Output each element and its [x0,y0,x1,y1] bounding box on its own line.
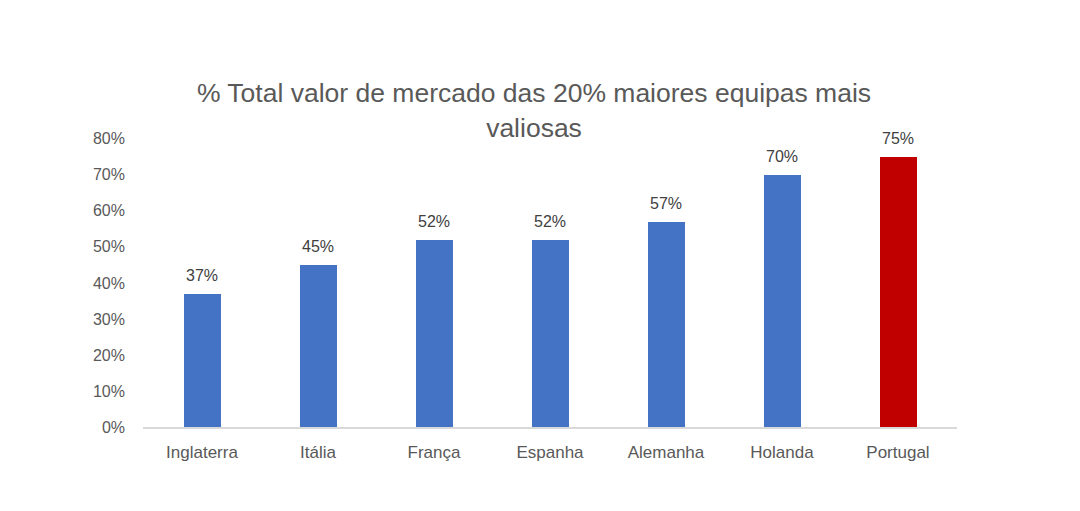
data-label: 52% [394,212,474,232]
bar-espanha [532,240,569,428]
data-label: 75% [858,129,938,149]
x-category-label: Alemanha [608,443,724,463]
bar-inglaterra [184,294,221,428]
data-label: 37% [162,266,242,286]
y-tick-label: 60% [45,201,125,221]
y-tick-label: 40% [45,274,125,294]
bar-holanda [764,175,801,428]
data-label: 57% [626,194,706,214]
y-tick-label: 20% [45,346,125,366]
chart-title-line1: % Total valor de mercado das 20% maiores… [184,76,884,111]
x-category-label: Portugal [840,443,956,463]
bar-alemanha [648,222,685,428]
data-label: 70% [742,147,822,167]
chart-title: % Total valor de mercado das 20% maiores… [184,76,884,146]
bar-itália [300,265,337,428]
data-label: 45% [278,237,358,257]
x-category-label: França [376,443,492,463]
x-category-label: Inglaterra [144,443,260,463]
bar-chart: % Total valor de mercado das 20% maiores… [0,0,1080,511]
x-axis-line [143,427,957,429]
y-tick-label: 70% [45,165,125,185]
y-tick-label: 0% [45,418,125,438]
y-tick-label: 10% [45,382,125,402]
data-label: 52% [510,212,590,232]
x-category-label: Holanda [724,443,840,463]
bar-portugal [880,157,917,428]
y-tick-label: 80% [45,129,125,149]
y-tick-label: 50% [45,237,125,257]
y-tick-label: 30% [45,310,125,330]
bar-frança [416,240,453,428]
x-category-label: Itália [260,443,376,463]
chart-title-line2: valiosas [184,111,884,146]
x-category-label: Espanha [492,443,608,463]
